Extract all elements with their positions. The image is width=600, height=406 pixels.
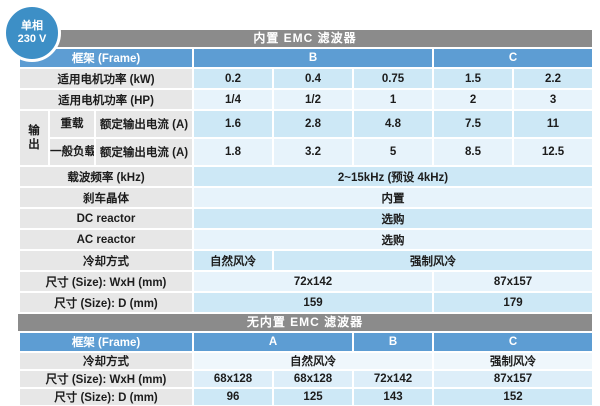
value-cell: 强制风冷 (432, 351, 595, 371)
row-ac-reactor: AC reactor 选购 (17, 228, 595, 251)
value-cell: 选购 (192, 228, 595, 251)
row-label: AC reactor (17, 228, 195, 251)
row-label: 尺寸 (Size): D (mm) (17, 387, 195, 406)
no-builtin-emc-spec-table: 框架 (Frame) A B C 冷却方式 自然风冷 强制风冷 尺寸 (Size… (17, 331, 595, 406)
row-output-heavy-load: 输出 重载 额定输出电流 (A) 1.6 2.8 4.8 7.5 11 (18, 109, 595, 167)
value-cell: 1/2 (272, 88, 355, 111)
row-label: 尺寸 (Size): D (mm) (17, 291, 195, 314)
value-cell: 1/4 (192, 88, 275, 111)
value-cell: 68x128 (192, 369, 275, 389)
value-cell: 1.6 (192, 109, 275, 139)
value-cell: 1.5 (432, 67, 515, 90)
frame-group-c-cell: C (432, 47, 595, 69)
row-label: 适用电机功率 (HP) (17, 88, 195, 111)
rated-current-label: 额定输出电流 (A) (93, 109, 195, 139)
frame-group-b-cell: B (352, 331, 435, 353)
no-builtin-emc-section-header: 无内置 EMC 滤波器 (18, 314, 592, 331)
value-cell: 1 (352, 88, 435, 111)
value-cell: 87x157 (432, 369, 595, 389)
value-cell: 0.4 (272, 67, 355, 90)
row-size-d: 尺寸 (Size): D (mm) 159 179 (17, 291, 595, 314)
value-cell: 自然风冷 (192, 351, 435, 371)
frame-header-row: 框架 (Frame) B C (17, 47, 595, 69)
value-cell: 87x157 (432, 270, 595, 293)
value-cell: 内置 (192, 186, 595, 209)
value-cell: 0.75 (352, 67, 435, 90)
row-motor-power-kw: 适用电机功率 (kW) 0.2 0.4 0.75 1.5 2.2 (17, 67, 595, 90)
value-cell: 2 (432, 88, 515, 111)
row-label: 冷却方式 (17, 249, 195, 272)
value-cell: 125 (272, 387, 355, 406)
row-label: 尺寸 (Size): WxH (mm) (17, 270, 195, 293)
row-label: DC reactor (17, 207, 195, 230)
row-size-wxh: 尺寸 (Size): WxH (mm) 72x142 87x157 (17, 270, 595, 293)
rated-current-label: 额定输出电流 (A) (93, 137, 195, 167)
row-dc-reactor: DC reactor 选购 (17, 207, 595, 230)
value-cell: 12.5 (512, 137, 595, 167)
row-label: 刹车晶体 (17, 186, 195, 209)
value-cell: 强制风冷 (272, 249, 595, 272)
row-cooling-method: 冷却方式 自然风冷 强制风冷 (17, 249, 595, 272)
frame-header-cell: 框架 (Frame) (17, 331, 195, 353)
value-cell: 8.5 (432, 137, 515, 167)
frame-group-c-cell: C (432, 331, 595, 353)
row-label: 冷却方式 (17, 351, 195, 371)
value-cell: 自然风冷 (192, 249, 275, 272)
frame-header-cell: 框架 (Frame) (17, 47, 195, 69)
value-cell: 96 (192, 387, 275, 406)
frame-group-b-cell: B (192, 47, 435, 69)
value-cell: 152 (432, 387, 595, 406)
output-group-label: 输出 (18, 109, 50, 167)
row-size-wxh: 尺寸 (Size): WxH (mm) 68x128 68x128 72x142… (17, 369, 595, 389)
value-cell: 72x142 (352, 369, 435, 389)
value-cell: 3.2 (272, 137, 355, 167)
frame-group-a-cell: A (192, 331, 355, 353)
value-cell: 1.8 (192, 137, 275, 167)
row-carrier-frequency: 载波频率 (kHz) 2~15kHz (预设 4kHz) (17, 165, 595, 188)
value-cell: 179 (432, 291, 595, 314)
value-cell: 4.8 (352, 109, 435, 139)
value-cell: 7.5 (432, 109, 515, 139)
spec-content: 内置 EMC 滤波器 框架 (Frame) B C 适用电机功率 (kW) 0.… (17, 30, 595, 406)
value-cell: 2.8 (272, 109, 355, 139)
value-cell: 2~15kHz (预设 4kHz) (192, 165, 595, 188)
row-cooling-method: 冷却方式 自然风冷 强制风冷 (17, 351, 595, 371)
row-brake-chopper: 刹车晶体 内置 (17, 186, 595, 209)
output-vertical-text: 输出 (28, 125, 40, 151)
value-cell: 159 (192, 291, 435, 314)
value-cell: 2.2 (512, 67, 595, 90)
value-cell: 选购 (192, 207, 595, 230)
value-cell: 143 (352, 387, 435, 406)
row-label: 尺寸 (Size): WxH (mm) (17, 369, 195, 389)
badge-voltage-line: 230 V (17, 33, 47, 45)
normal-load-label: 一般负载 (48, 137, 96, 167)
row-motor-power-hp: 适用电机功率 (HP) 1/4 1/2 1 2 3 (17, 88, 595, 111)
heavy-load-label: 重载 (48, 109, 96, 139)
phase-voltage-badge: 单相 230 V (3, 4, 61, 62)
badge-phase-line: 单相 (21, 20, 43, 32)
row-size-d: 尺寸 (Size): D (mm) 96 125 143 152 (17, 387, 595, 406)
row-label: 载波频率 (kHz) (17, 165, 195, 188)
value-cell: 11 (512, 109, 595, 139)
row-output-normal-load: 一般负载 额定输出电流 (A) 1.8 3.2 5 8.5 12.5 (19, 137, 595, 167)
value-cell: 72x142 (192, 270, 435, 293)
value-cell: 68x128 (272, 369, 355, 389)
builtin-emc-spec-table: 框架 (Frame) B C 适用电机功率 (kW) 0.2 0.4 0.75 … (17, 47, 595, 314)
row-label: 适用电机功率 (kW) (17, 67, 195, 90)
value-cell: 0.2 (192, 67, 275, 90)
value-cell: 3 (512, 88, 595, 111)
frame-header-row: 框架 (Frame) A B C (17, 331, 595, 353)
builtin-emc-section-header: 内置 EMC 滤波器 (18, 30, 592, 47)
value-cell: 5 (352, 137, 435, 167)
